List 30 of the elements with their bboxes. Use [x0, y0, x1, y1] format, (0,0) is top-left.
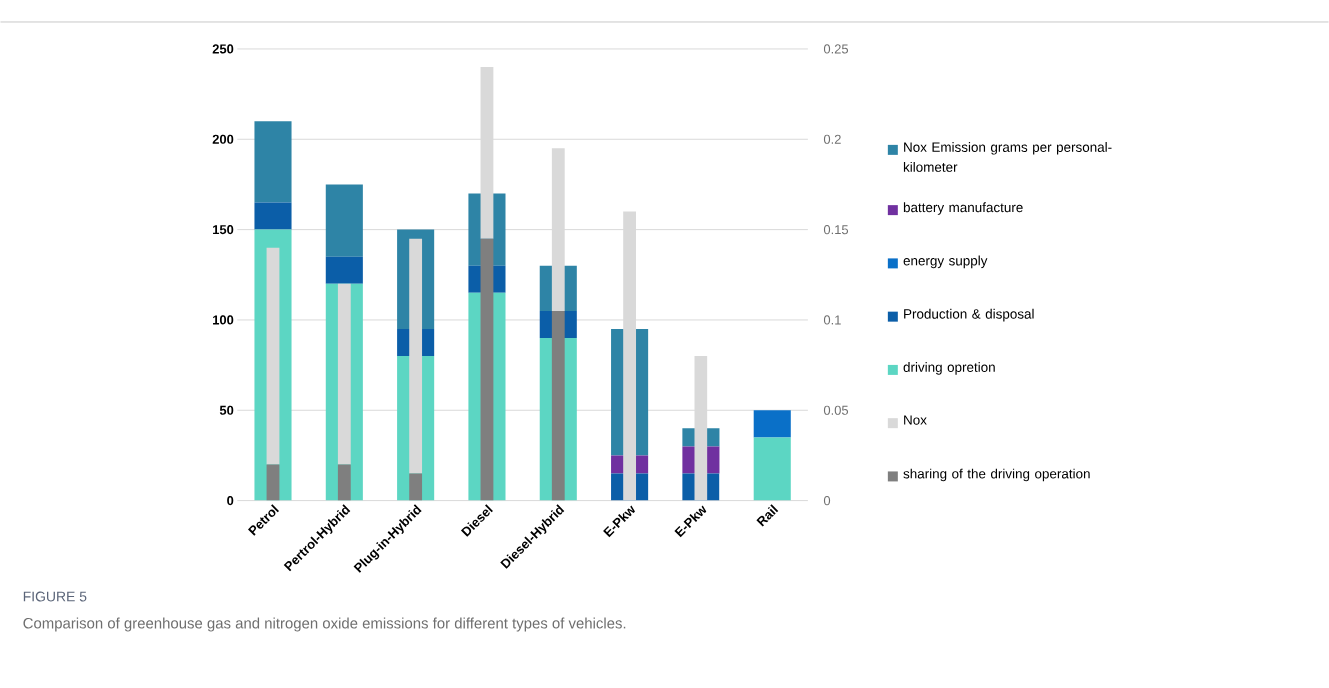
- y-tick-label: 100: [213, 315, 234, 325]
- legend-label: energy supply: [903, 255, 988, 268]
- bar: [753, 437, 791, 501]
- legend-label: Production & disposal: [904, 308, 1034, 322]
- bar: [325, 256, 363, 284]
- y2-tick-label: 0.25: [823, 44, 849, 54]
- y2-tick-label: 0.1: [823, 315, 841, 325]
- bar: [266, 464, 280, 501]
- y-tick-label: 250: [212, 44, 234, 54]
- y-tick-label: 0: [227, 495, 234, 505]
- y-tick-label: 200: [212, 134, 234, 144]
- bar: [409, 473, 423, 501]
- bar: [337, 464, 351, 501]
- y-tick-label: 150: [213, 224, 234, 234]
- text: Comparison of greenhouse gas and nitrogen oxide emissions for different types of vehicles.: [23, 617, 626, 632]
- y2-tick-label: 0.05: [823, 405, 849, 415]
- y2-tick-label: 0.2: [823, 134, 841, 144]
- legend-label: Nox: [904, 415, 927, 425]
- caption: FIGURE 5: [23, 591, 87, 602]
- bar: [753, 410, 791, 438]
- legend-label: sharing of the driving operation: [903, 468, 1090, 481]
- y2-tick-label: 0: [823, 495, 831, 505]
- bar: [325, 184, 363, 257]
- bar: [254, 202, 292, 230]
- bar: [254, 120, 292, 203]
- legend-label: Nox Emission grams per personal-kilometer: [903, 141, 1112, 172]
- y2-tick-label: 0.15: [823, 224, 849, 234]
- legend-label: driving opretion: [903, 361, 995, 375]
- y-tick-label: 50: [219, 405, 234, 415]
- legend-label: battery manufacture: [903, 202, 1023, 215]
